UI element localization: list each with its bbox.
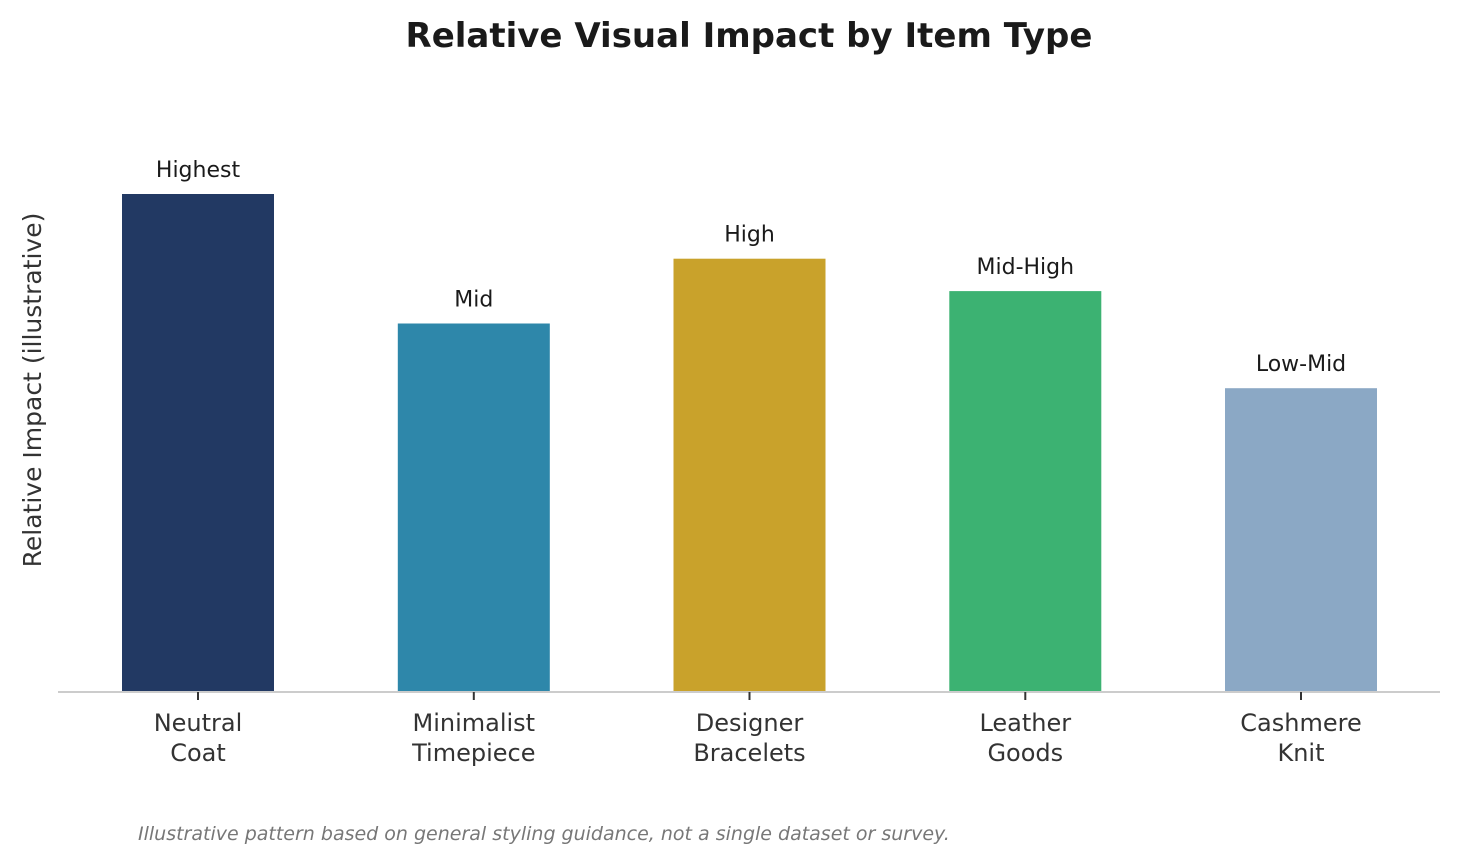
x-tick-label-line: Timepiece	[411, 739, 535, 767]
x-tick-label-line: Designer	[696, 709, 804, 737]
x-ticks-group: Neutral Coat Minimalist Timepiece Designer Br…	[154, 692, 1362, 767]
chart-title: Relative Visual Impact by Item Type	[406, 16, 1093, 56]
x-tick-label-0: Neutral Coat	[154, 709, 243, 767]
bars-group: Highest Mid High Mid-High Low-Mid	[122, 158, 1377, 692]
x-tick-label-4: Cashmere Knit	[1240, 709, 1361, 767]
bar-3	[949, 291, 1102, 692]
x-tick-label-line: Knit	[1277, 739, 1324, 767]
x-tick-label-line: Bracelets	[693, 739, 805, 767]
data-label-4: Low-Mid	[1256, 352, 1346, 377]
x-tick-label-2: Designer Bracelets	[693, 709, 805, 767]
x-tick-label-3: Leather Goods	[979, 709, 1071, 767]
data-label-3: Mid-High	[977, 255, 1075, 280]
data-label-0: Highest	[156, 158, 241, 183]
y-axis-label: Relative Impact (illustrative)	[18, 213, 47, 568]
x-tick-label-line: Goods	[987, 739, 1063, 767]
bar-0	[122, 194, 274, 692]
footnote: Illustrative pattern based on general st…	[138, 823, 950, 845]
x-tick-label-line: Cashmere	[1240, 709, 1361, 737]
bar-1	[397, 323, 550, 692]
x-tick-label-line: Leather	[979, 709, 1071, 737]
bar-2	[673, 258, 826, 692]
x-tick-label-line: Minimalist	[413, 709, 536, 737]
x-tick-label-1: Minimalist Timepiece	[411, 709, 535, 767]
bar-4	[1225, 388, 1377, 692]
x-tick-label-line: Neutral	[154, 709, 243, 737]
data-label-1: Mid	[454, 288, 493, 313]
x-tick-label-line: Coat	[170, 739, 226, 767]
data-label-2: High	[724, 223, 775, 248]
